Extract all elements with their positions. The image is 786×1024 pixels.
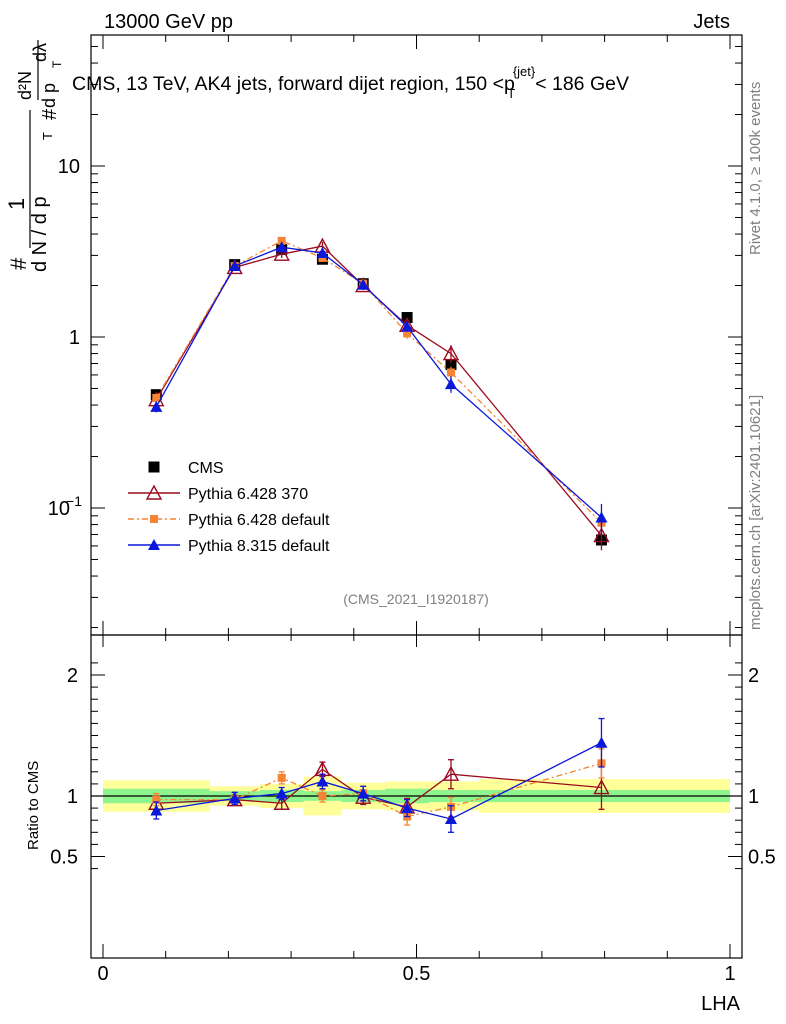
category-label: Jets xyxy=(693,11,730,33)
analysis-tag: (CMS_2021_I1920187) xyxy=(343,591,489,607)
x-tick-label-2: 1 xyxy=(724,963,735,985)
y-ratio-tick-label-1: 1 xyxy=(67,786,78,808)
y-ratio-tick-label-right-2: 0.5 xyxy=(748,847,776,869)
ylabel-sub-T-1: T xyxy=(40,132,55,140)
chart-title: CMS, 13 TeV, AK4 jets, forward dijet reg… xyxy=(72,64,629,101)
ratio-point-series-0-7 xyxy=(593,779,610,795)
ylabel-one: 1 xyxy=(4,198,29,210)
legend-label-series-2: Pythia 8.315 default xyxy=(188,538,330,555)
ylabel-hash-2: # xyxy=(39,108,61,120)
y-upper-tick-label-1: 1 xyxy=(69,327,80,349)
upper-point-series-0-7 xyxy=(593,527,610,543)
ratio-line-series-2 xyxy=(156,742,602,820)
upper-line-series-0 xyxy=(155,245,602,536)
ratio-point-series-0-2 xyxy=(273,794,290,810)
chart-title-tail: < 186 GeV xyxy=(535,73,629,95)
y-axis-label-ratio: Ratio to CMS xyxy=(25,761,42,850)
upper-point-series-2-2 xyxy=(275,241,288,253)
upper-line-series-1 xyxy=(155,240,602,524)
y-upper-tick-label-0: 10 xyxy=(58,156,80,178)
ratio-point-series-2-1 xyxy=(228,792,241,804)
ylabel-sub-T-2: T xyxy=(50,60,64,68)
x-tick-label-1: 0.5 xyxy=(403,963,431,985)
ratio-line-series-1 xyxy=(156,762,602,818)
cms-data-point-6 xyxy=(445,359,457,371)
ratio-point-series-2-7 xyxy=(595,736,608,748)
ratio-point-series-2-2 xyxy=(275,787,288,799)
upper-line-series-2 xyxy=(155,246,602,518)
ratio-point-series-2-5 xyxy=(401,802,414,814)
upper-point-series-1-0 xyxy=(152,393,161,402)
legend-label-series-1: Pythia 6.428 default xyxy=(188,512,330,529)
legend-cms-marker xyxy=(148,461,160,473)
y-upper-tick-label-2: 10 xyxy=(48,498,70,520)
legend-marker-series-0 xyxy=(145,484,163,500)
y-ratio-tick-label-2: 0.5 xyxy=(50,847,78,869)
ratio-series-group xyxy=(148,717,610,833)
chart-title-sub: T xyxy=(507,86,515,101)
y-ratio-tick-label-right-1: 1 xyxy=(748,786,759,808)
upper-point-series-2-3 xyxy=(316,246,329,258)
ratio-point-series-2-3 xyxy=(316,775,329,787)
upper-point-series-1-6 xyxy=(446,368,455,377)
y-axis-label-upper: # 1 d N / d p T # d²N d p T dλ xyxy=(4,40,64,272)
ratio-point-series-2-0 xyxy=(150,804,163,816)
ratio-uncertainty-bands xyxy=(91,776,742,816)
upper-point-series-2-1 xyxy=(228,260,241,272)
y-ratio-tick-label-0: 2 xyxy=(67,665,78,687)
mcplots-watermark: mcplots.cern.ch [arXiv:2401.10621] xyxy=(747,395,764,630)
upper-point-series-2-0 xyxy=(150,400,163,412)
ratio-point-series-1-2 xyxy=(277,773,286,782)
upper-series-group xyxy=(148,236,610,551)
legend-label-series-0: Pythia 6.428 370 xyxy=(188,486,308,503)
ylabel-hash-1: # xyxy=(6,257,31,270)
upper-point-series-2-7 xyxy=(595,511,608,523)
upper-point-series-1-5 xyxy=(403,329,412,338)
chart-title-main: CMS, 13 TeV, AK4 jets, forward dijet reg… xyxy=(72,73,515,95)
ylabel-d2N: d²N xyxy=(15,71,35,100)
legend-marker-series-2 xyxy=(148,539,160,550)
ratio-point-series-1-3 xyxy=(318,792,327,800)
ylabel-dN: d N / d p xyxy=(29,196,51,272)
upper-point-series-2-6 xyxy=(444,378,457,390)
ratio-point-series-2-4 xyxy=(357,787,370,799)
ratio-point-series-2-6 xyxy=(444,812,457,824)
legend-marker-series-1 xyxy=(150,515,158,523)
ratio-point-series-0-6 xyxy=(442,765,460,781)
upper-point-series-0-6 xyxy=(442,345,460,361)
rivet-watermark: Rivet 4.1.0, ≥ 100k events xyxy=(747,82,764,255)
x-axis-label: LHA xyxy=(701,993,741,1015)
energy-label: 13000 GeV pp xyxy=(104,11,233,33)
upper-point-series-2-4 xyxy=(357,278,370,290)
x-tick-label-0: 0 xyxy=(97,963,108,985)
legend-cms-label: CMS xyxy=(188,460,224,477)
upper-point-series-2-5 xyxy=(401,320,414,332)
y-upper-tick-label-sup-2: −1 xyxy=(66,493,82,509)
ylabel-dlambda: dλ xyxy=(30,43,50,62)
ylabel-dpT: d p xyxy=(39,83,59,108)
chart-title-sup: {jet} xyxy=(513,64,536,79)
legend: CMS Pythia 6.428 370 Pythia 6.428 default P… xyxy=(128,460,330,555)
upper-point-series-0-2 xyxy=(273,245,290,261)
y-ratio-tick-label-right-0: 2 xyxy=(748,665,759,687)
ratio-point-series-1-0 xyxy=(152,795,161,804)
upper-point-series-1-2 xyxy=(277,236,286,245)
